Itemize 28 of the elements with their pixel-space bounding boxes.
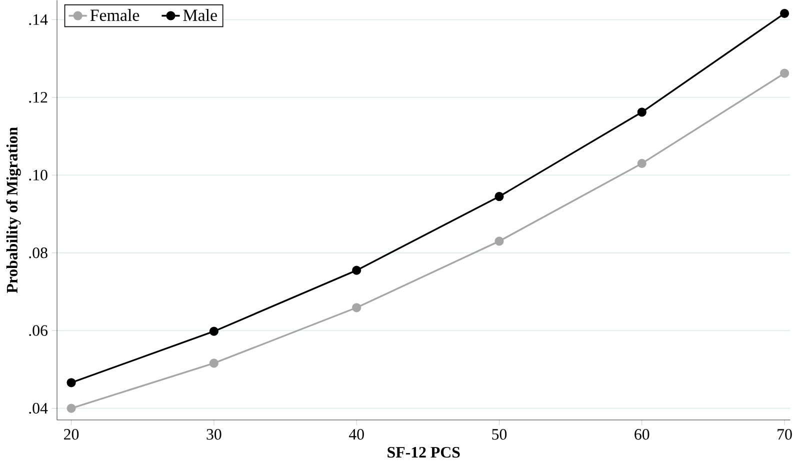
x-tick-label: 30 [206, 428, 222, 440]
point [209, 358, 218, 368]
point [780, 8, 790, 18]
x-tick-label: 40 [348, 428, 364, 440]
x-tick-label: 60 [634, 428, 650, 440]
point [352, 266, 362, 275]
y-tick-label: .10 [29, 170, 48, 180]
y-tick-label: .14 [29, 14, 48, 25]
point [780, 68, 790, 78]
point [637, 108, 646, 117]
point [66, 378, 76, 388]
y-tick-label: .04 [29, 402, 48, 414]
legend-label: Female [90, 8, 140, 21]
x-tick-label: 70 [778, 428, 792, 440]
point [66, 404, 76, 413]
point [494, 236, 504, 246]
point [352, 303, 362, 312]
point [209, 326, 218, 336]
x-tick-label: 50 [492, 428, 507, 440]
x-axis-title: SF-12 PCS [388, 446, 460, 458]
point [494, 192, 504, 201]
y-tick-label: .12 [29, 92, 48, 103]
y-axis-title: Probability of Migration [6, 127, 21, 293]
point [637, 158, 646, 168]
y-tick-label: .06 [29, 325, 48, 336]
y-tick-label: .08 [29, 247, 48, 258]
legend-label: Male [183, 8, 217, 21]
x-tick-label: 20 [64, 428, 79, 440]
